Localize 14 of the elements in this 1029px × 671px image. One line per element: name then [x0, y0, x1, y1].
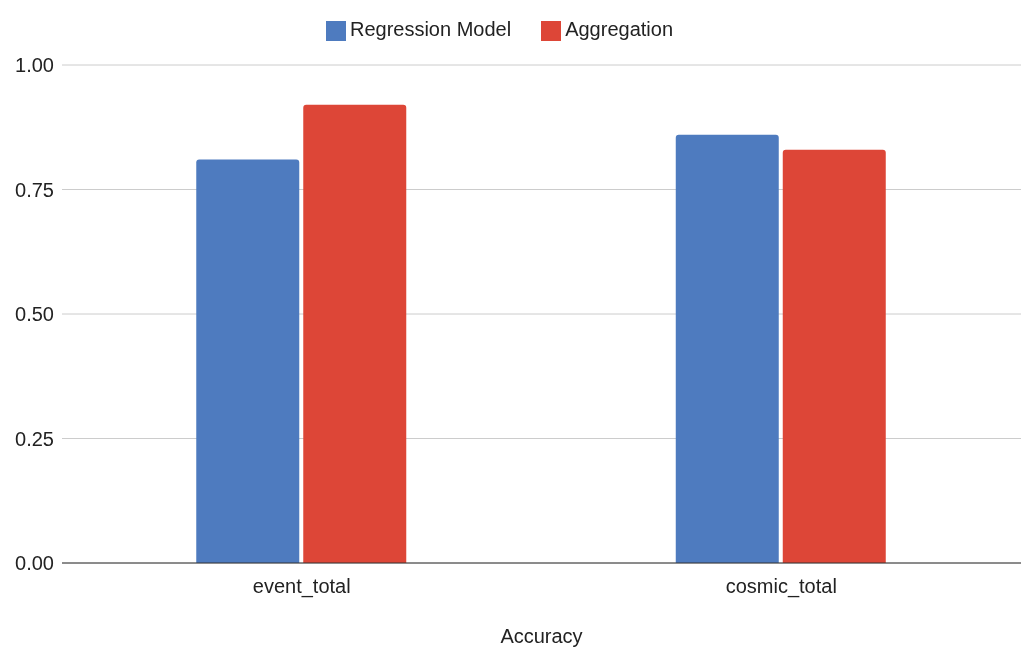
y-tick-label: 0.50: [15, 303, 54, 326]
y-tick-label: 0.25: [15, 427, 54, 450]
x-tick-label: cosmic_total: [725, 575, 837, 599]
x-tick-label: event_total: [252, 575, 351, 599]
bar: [782, 149, 886, 563]
y-tick-label: 1.00: [15, 54, 54, 77]
bar: [196, 159, 300, 563]
y-tick-label: 0.75: [15, 178, 54, 201]
y-tick-label: 0.00: [15, 552, 54, 575]
legend-label: Aggregation: [565, 18, 674, 40]
x-axis-title: Accuracy: [500, 625, 583, 647]
legend-label: Regression Model: [349, 18, 512, 40]
bar: [675, 134, 779, 563]
bar: [303, 104, 407, 563]
